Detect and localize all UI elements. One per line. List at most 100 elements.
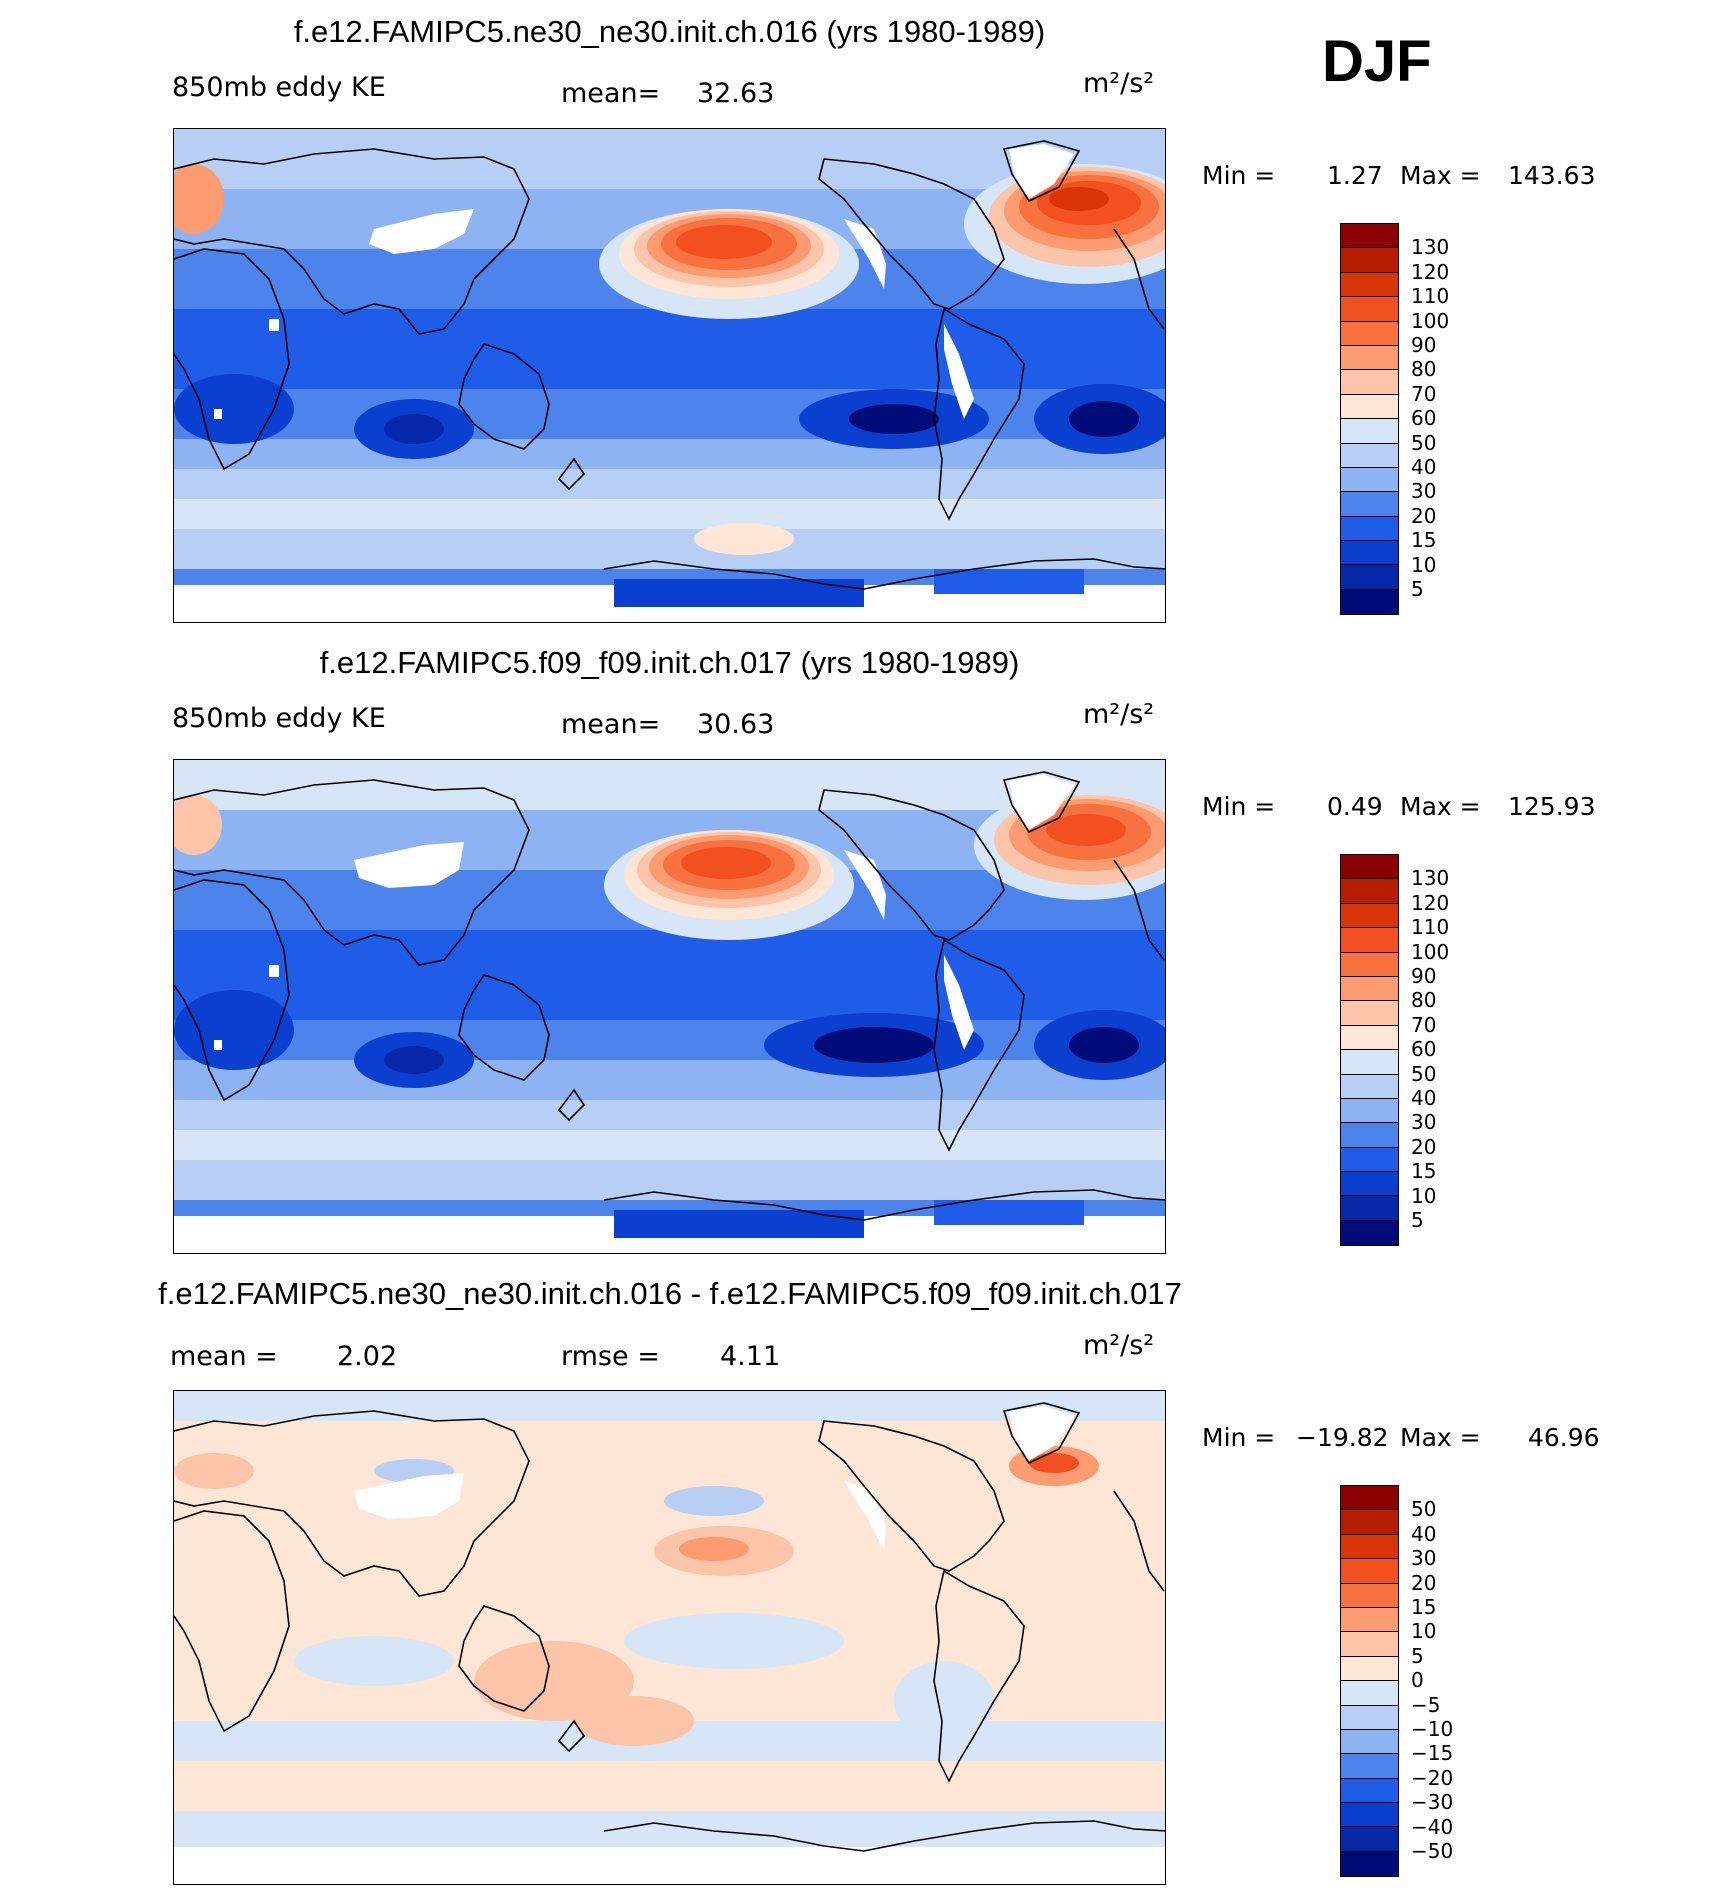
colorbar-segment	[1341, 345, 1398, 371]
panel3-map	[173, 1390, 1166, 1885]
colorbar-segment	[1341, 1050, 1398, 1075]
colorbar-label: 100	[1411, 308, 1450, 333]
colorbar-segment	[1341, 879, 1398, 904]
panel1-mean-value: 32.63	[697, 78, 775, 109]
colorbar-label: 90	[1411, 333, 1437, 357]
colorbar-segment	[1341, 589, 1398, 615]
colorbar-label: 60	[1411, 406, 1437, 431]
colorbar-label: 10	[1411, 1619, 1437, 1644]
colorbar-label: 120	[1411, 259, 1450, 284]
colorbar-label: 60	[1411, 1037, 1437, 1062]
colorbar-label: 0	[1411, 1668, 1424, 1693]
panel1-variable-label: 850mb eddy KE	[172, 72, 386, 103]
colorbar-label: 5	[1411, 1208, 1424, 1232]
colorbar-label: 15	[1411, 528, 1437, 553]
colorbar-label: −50	[1411, 1839, 1454, 1863]
colorbar-segment	[1341, 1559, 1398, 1584]
panel1-colorbar-box	[1340, 223, 1399, 616]
panel3-mean-value: 2.02	[337, 1341, 398, 1372]
colorbar-segment	[1341, 1098, 1398, 1124]
colorbar-segment	[1341, 1607, 1398, 1633]
colorbar-label: −20	[1411, 1765, 1454, 1790]
colorbar-segment	[1341, 1681, 1398, 1706]
panel1-units: m²/s²	[1083, 68, 1155, 99]
colorbar-label: −5	[1411, 1692, 1441, 1717]
colorbar-label: 5	[1411, 1643, 1424, 1668]
panel2-min-label: Min =	[1202, 792, 1276, 821]
colorbar-label: 30	[1411, 1110, 1437, 1135]
colorbar-label: 70	[1411, 1012, 1437, 1037]
colorbar-segment	[1341, 928, 1398, 953]
colorbar-label: 130	[1411, 235, 1450, 260]
colorbar-segment	[1341, 443, 1398, 468]
colorbar-segment	[1341, 1534, 1398, 1560]
colorbar-label: 40	[1411, 1521, 1437, 1546]
colorbar-label: −40	[1411, 1814, 1454, 1839]
colorbar-segment	[1341, 1705, 1398, 1730]
colorbar-segment	[1341, 321, 1398, 346]
colorbar-segment	[1341, 394, 1398, 420]
colorbar-label: 130	[1411, 866, 1450, 891]
panel2-max-label: Max =	[1400, 792, 1481, 821]
colorbar-label: −30	[1411, 1790, 1454, 1815]
colorbar-segment	[1341, 1803, 1398, 1828]
panel3-title: f.e12.FAMIPC5.ne30_ne30.init.ch.016 - f.…	[158, 1276, 1182, 1311]
colorbar-segment	[1341, 1172, 1398, 1197]
colorbar-segment	[1341, 248, 1398, 273]
colorbar-segment	[1341, 903, 1398, 929]
colorbar-label: 15	[1411, 1159, 1437, 1184]
colorbar-label: 50	[1411, 430, 1437, 455]
colorbar-segment	[1341, 1827, 1398, 1852]
colorbar-label: 70	[1411, 381, 1437, 406]
panel2-colorbar-box	[1340, 854, 1399, 1247]
colorbar-segment	[1341, 1583, 1398, 1608]
panel3-colorbar-box	[1340, 1485, 1399, 1878]
panel2-mean-label: mean=	[561, 709, 661, 740]
panel3-rmse-label: rmse =	[561, 1341, 660, 1372]
colorbar-segment	[1341, 1123, 1398, 1148]
panel3-max-label: Max =	[1400, 1423, 1481, 1452]
panel2-max-value: 125.93	[1508, 792, 1596, 821]
colorbar-label: 15	[1411, 1595, 1437, 1619]
colorbar-segment	[1341, 1729, 1398, 1755]
colorbar-segment	[1341, 419, 1398, 444]
colorbar-segment	[1341, 1632, 1398, 1657]
colorbar-segment	[1341, 1754, 1398, 1779]
panel1-min-value: 1.27	[1327, 161, 1383, 190]
colorbar-segment	[1341, 565, 1398, 590]
panel3-min-value: −19.82	[1296, 1423, 1389, 1452]
colorbar-segment	[1341, 541, 1398, 566]
colorbar-segment	[1341, 976, 1398, 1002]
colorbar-segment	[1341, 1778, 1398, 1804]
panel2-map	[173, 759, 1166, 1254]
colorbar-label: 50	[1411, 1497, 1437, 1522]
colorbar-label: 50	[1411, 1061, 1437, 1086]
colorbar-label: 10	[1411, 552, 1437, 577]
panel3-min-label: Min =	[1202, 1423, 1276, 1452]
panel2-mean-value: 30.63	[697, 709, 775, 740]
panel2-units: m²/s²	[1083, 699, 1155, 730]
colorbar-label: 10	[1411, 1183, 1437, 1208]
colorbar-segment	[1341, 370, 1398, 395]
panel3-units: m²/s²	[1083, 1330, 1155, 1361]
colorbar-label: 5	[1411, 577, 1424, 601]
colorbar-segment	[1341, 492, 1398, 517]
colorbar-segment	[1341, 855, 1398, 880]
panel2-title: f.e12.FAMIPC5.f09_f09.init.ch.017 (yrs 1…	[319, 645, 1020, 680]
colorbar-segment	[1341, 467, 1398, 493]
colorbar-segment	[1341, 952, 1398, 977]
colorbar-segment	[1341, 1196, 1398, 1221]
panel3-rmse-value: 4.11	[720, 1341, 781, 1372]
colorbar-segment	[1341, 1001, 1398, 1026]
panel1-title: f.e12.FAMIPC5.ne30_ne30.init.ch.016 (yrs…	[293, 14, 1046, 49]
colorbar-segment	[1341, 1074, 1398, 1099]
colorbar-label: 20	[1411, 1570, 1437, 1595]
colorbar-label: 20	[1411, 503, 1437, 528]
panel3-mean-label: mean =	[170, 1341, 278, 1372]
panel3-max-value: 46.96	[1528, 1423, 1600, 1452]
colorbar-segment	[1341, 297, 1398, 322]
colorbar-label: 30	[1411, 479, 1437, 504]
colorbar-segment	[1341, 224, 1398, 249]
panel2-variable-label: 850mb eddy KE	[172, 703, 386, 734]
colorbar-segment	[1341, 1851, 1398, 1877]
